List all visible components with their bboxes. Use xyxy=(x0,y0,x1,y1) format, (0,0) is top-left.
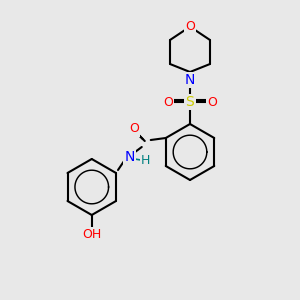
Text: O: O xyxy=(207,95,217,109)
Text: N: N xyxy=(124,150,135,164)
Text: O: O xyxy=(129,122,139,136)
Text: OH: OH xyxy=(82,229,101,242)
Text: N: N xyxy=(185,73,195,87)
Text: O: O xyxy=(163,95,173,109)
Text: H: H xyxy=(141,154,150,167)
Text: S: S xyxy=(186,95,194,109)
Text: O: O xyxy=(185,20,195,32)
